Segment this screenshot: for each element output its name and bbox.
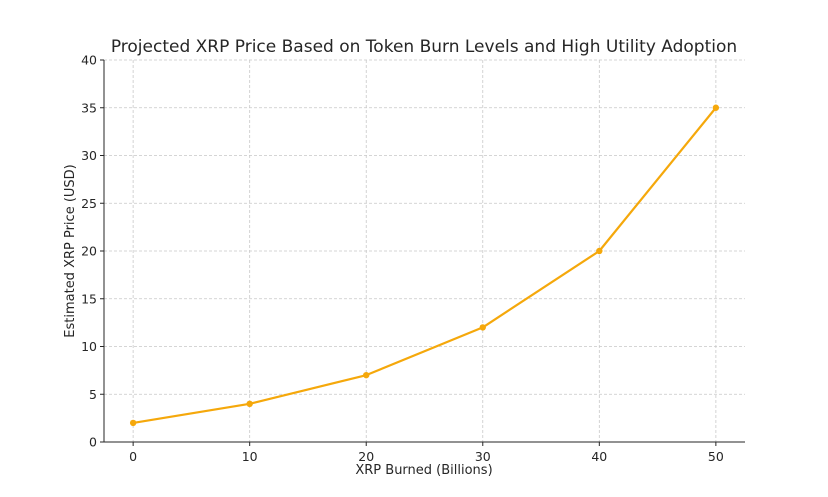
data-point (363, 371, 370, 379)
axes: 0 10 20 30 40 50 0 5 10 15 20 25 30 35 40 (81, 53, 745, 464)
y-tick-label: 40 (81, 53, 97, 68)
x-tick-label: 50 (708, 449, 724, 464)
x-tick-label: 20 (358, 449, 374, 464)
grid (104, 59, 745, 443)
y-tick-label: 5 (89, 387, 97, 402)
y-tick-label: 15 (81, 291, 97, 306)
y-tick-label: 30 (81, 148, 97, 163)
data-point (246, 400, 253, 407)
y-tick-label: 10 (81, 339, 97, 354)
x-axis-label: XRP Burned (Billions) (355, 463, 492, 478)
y-axis-label: Estimated XRP Price (USD) (63, 164, 78, 337)
data-point (712, 104, 720, 111)
data-point (479, 324, 486, 331)
chart-title: Projected XRP Price Based on Token Burn … (111, 37, 737, 57)
y-tick-label: 25 (81, 196, 97, 211)
series-layer (129, 104, 720, 427)
x-tick-label: 10 (242, 449, 258, 464)
series-line (132, 107, 717, 424)
x-tick-label: 30 (475, 449, 491, 464)
data-point (596, 247, 603, 255)
x-tick-label: 40 (591, 449, 607, 464)
x-tick-label: 0 (129, 449, 137, 464)
y-tick-label: 0 (89, 435, 97, 450)
y-tick-label: 20 (81, 244, 97, 259)
y-tick-label: 35 (81, 100, 97, 115)
data-point (129, 419, 137, 427)
